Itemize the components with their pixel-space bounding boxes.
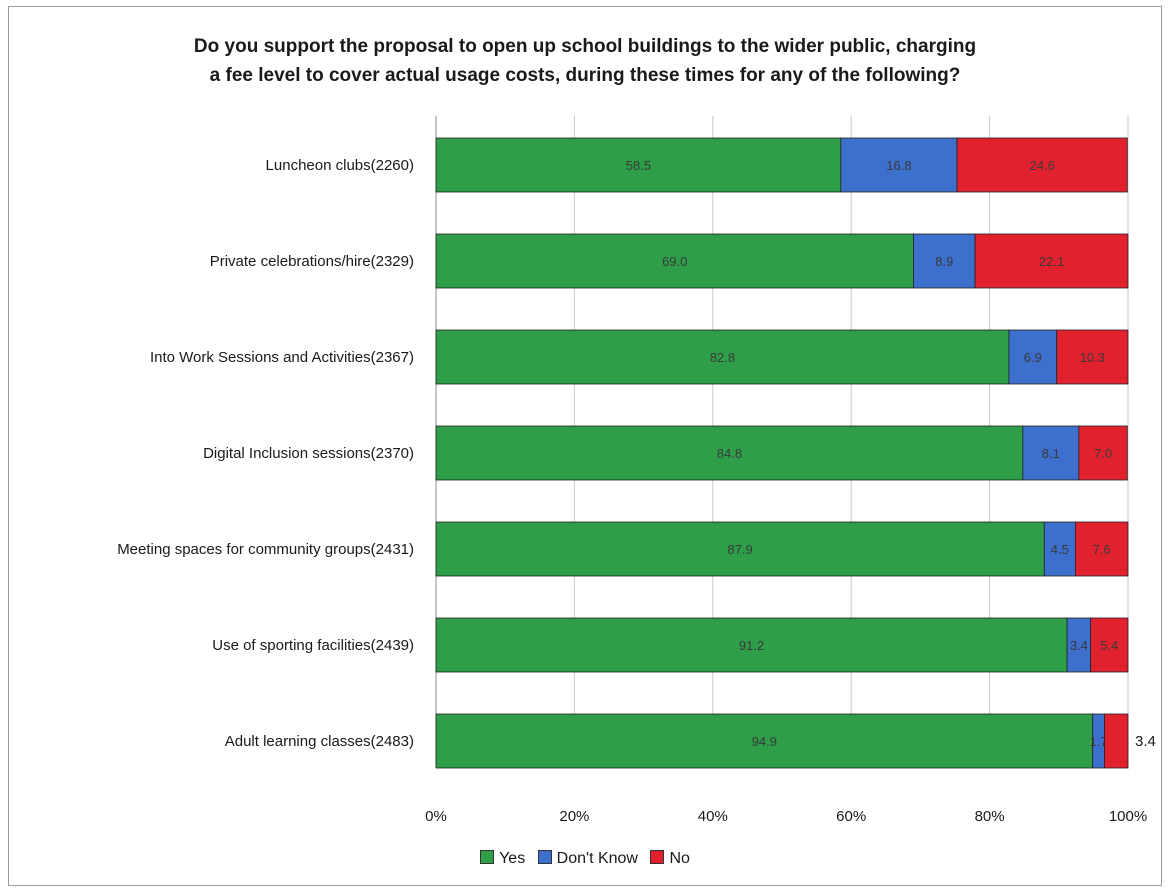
- bar-value-label: 22.1: [1039, 254, 1064, 269]
- chart-legend: Yes Don't Know No: [0, 850, 1170, 868]
- bar-value-label: 6.9: [1024, 350, 1042, 365]
- bar-value-label: 58.5: [626, 158, 651, 173]
- bar-value-label: 84.8: [717, 446, 742, 461]
- bar-segment: [435, 713, 1094, 769]
- bar-segment: [1056, 329, 1129, 385]
- bar-value-label: 3.4: [1070, 638, 1088, 653]
- bar-value-label: 94.9: [752, 734, 777, 749]
- legend-swatch-dont-know: [537, 850, 552, 864]
- legend-item-dont-know: Don't Know: [537, 850, 638, 868]
- bar-segment: [435, 329, 1010, 385]
- bar-segment: [840, 137, 958, 193]
- bar-segment: [1104, 713, 1129, 769]
- legend-label-dont-know: Don't Know: [556, 850, 638, 867]
- bar-segment: [435, 137, 842, 193]
- legend-label-yes: Yes: [499, 850, 526, 867]
- category-label: Adult learning classes(2483): [225, 733, 414, 750]
- bar-segment: [1022, 425, 1080, 481]
- category-label: Into Work Sessions and Activities(2367): [150, 349, 414, 366]
- bar-value-label: 7.0: [1094, 446, 1112, 461]
- bar-value-label: 5.4: [1100, 638, 1118, 653]
- bar-value-label: 8.9: [935, 254, 953, 269]
- category-label: Private celebrations/hire(2329): [210, 253, 414, 270]
- bar-segment: [435, 617, 1068, 673]
- bar-segment: [956, 137, 1128, 193]
- x-tick-label: 0%: [425, 808, 447, 825]
- bar-segment: [1090, 617, 1129, 673]
- legend-label-no: No: [669, 850, 690, 867]
- x-tick-label: 100%: [1109, 808, 1147, 825]
- bar-value-label: 87.9: [727, 542, 752, 557]
- chart-title-line-2: a fee level to cover actual usage costs,…: [209, 65, 961, 86]
- bar-value-label: 3.4: [1135, 733, 1156, 750]
- bar-value-label: 69.0: [662, 254, 687, 269]
- bar-value-label: 16.8: [886, 158, 911, 173]
- x-tick-label: 20%: [559, 808, 589, 825]
- bar-segment: [435, 521, 1045, 577]
- category-label: Digital Inclusion sessions(2370): [203, 445, 414, 462]
- x-tick-label: 40%: [698, 808, 728, 825]
- bar-segment: [435, 233, 914, 289]
- bar-value-label: 1.7: [1090, 734, 1108, 749]
- bar-value-label: 24.6: [1030, 158, 1055, 173]
- x-tick-label: 60%: [836, 808, 866, 825]
- category-label: Use of sporting facilities(2439): [212, 637, 414, 654]
- chart-title-line-1: Do you support the proposal to open up s…: [193, 36, 977, 57]
- bar-segment: [1078, 425, 1128, 481]
- bar-segment: [435, 425, 1024, 481]
- x-tick-label: 80%: [975, 808, 1005, 825]
- bar-segment: [1043, 521, 1076, 577]
- bar-value-label: 4.5: [1051, 542, 1069, 557]
- category-label: Meeting spaces for community groups(2431…: [117, 541, 414, 558]
- category-label: Luncheon clubs(2260): [266, 157, 414, 174]
- bar-value-label: 82.8: [710, 350, 735, 365]
- bar-segment: [1075, 521, 1129, 577]
- bar-segment: [974, 233, 1129, 289]
- bar-value-label: 91.2: [739, 638, 764, 653]
- bar-value-label: 7.6: [1093, 542, 1111, 557]
- legend-swatch-no: [650, 850, 665, 864]
- chart-title: Do you support the proposal to open up s…: [0, 32, 1170, 90]
- legend-item-yes: Yes: [480, 850, 525, 868]
- legend-swatch-yes: [480, 850, 495, 864]
- bar-value-label: 8.1: [1042, 446, 1060, 461]
- bar-value-label: 10.3: [1080, 350, 1105, 365]
- legend-item-no: No: [650, 850, 690, 868]
